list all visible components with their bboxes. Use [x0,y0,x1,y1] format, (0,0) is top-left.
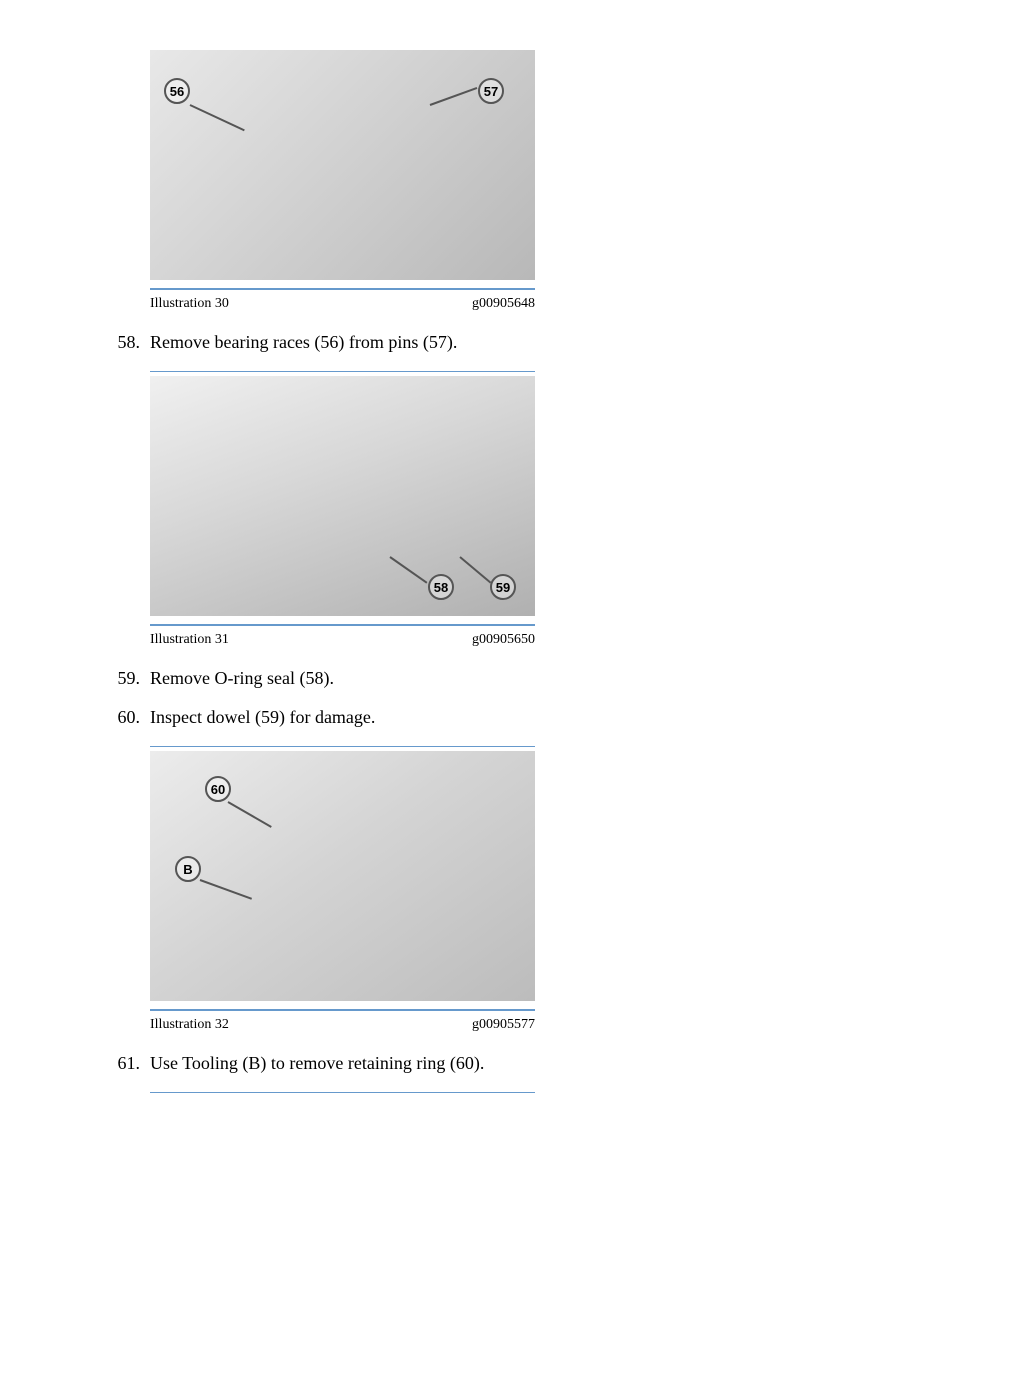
illustration-code: g00905650 [472,632,535,648]
step-60: 60. Inspect dowel (59) for damage. [110,707,914,728]
figure-30-image: 56 57 [150,50,535,280]
illustration-code: g00905648 [472,296,535,312]
figure-31-caption: Illustration 31 g00905650 [150,632,535,648]
figure-30-block: 56 57 Illustration 30 g00905648 [150,50,914,312]
figure-divider-thin [150,371,535,372]
callout-B: B [175,856,201,882]
step-number: 60. [110,707,150,728]
figure-32-image: 60 B [150,751,535,1001]
callout-58: 58 [428,574,454,600]
figure-32-caption: Illustration 32 g00905577 [150,1017,535,1033]
callout-57: 57 [478,78,504,104]
leader-line [228,801,272,828]
leader-line [430,87,478,106]
step-number: 58. [110,332,150,353]
illustration-code: g00905577 [472,1017,535,1033]
callout-60: 60 [205,776,231,802]
figure-31-block: 58 59 Illustration 31 g00905650 [150,371,914,648]
leader-line [190,104,245,131]
leader-line [200,879,252,900]
illustration-label: Illustration 31 [150,632,229,648]
figure-31-image: 58 59 [150,376,535,616]
figure-divider-top [150,1009,535,1011]
step-58: 58. Remove bearing races (56) from pins … [110,332,914,353]
figure-divider-thin [150,1092,535,1093]
callout-59: 59 [490,574,516,600]
callout-56: 56 [164,78,190,104]
step-text: Remove O-ring seal (58). [150,668,914,689]
illustration-label: Illustration 32 [150,1017,229,1033]
step-text: Remove bearing races (56) from pins (57)… [150,332,914,353]
figure-divider-top [150,624,535,626]
leader-line [389,556,427,583]
figure-divider-top [150,288,535,290]
step-61: 61. Use Tooling (B) to remove retaining … [110,1053,914,1074]
trailing-divider-block [150,1092,914,1093]
figure-32-block: 60 B Illustration 32 g00905577 [150,746,914,1033]
illustration-label: Illustration 30 [150,296,229,312]
step-59: 59. Remove O-ring seal (58). [110,668,914,689]
step-number: 61. [110,1053,150,1074]
leader-line [459,556,491,583]
step-number: 59. [110,668,150,689]
step-text: Use Tooling (B) to remove retaining ring… [150,1053,914,1074]
step-text: Inspect dowel (59) for damage. [150,707,914,728]
figure-30-caption: Illustration 30 g00905648 [150,296,535,312]
figure-divider-thin [150,746,535,747]
